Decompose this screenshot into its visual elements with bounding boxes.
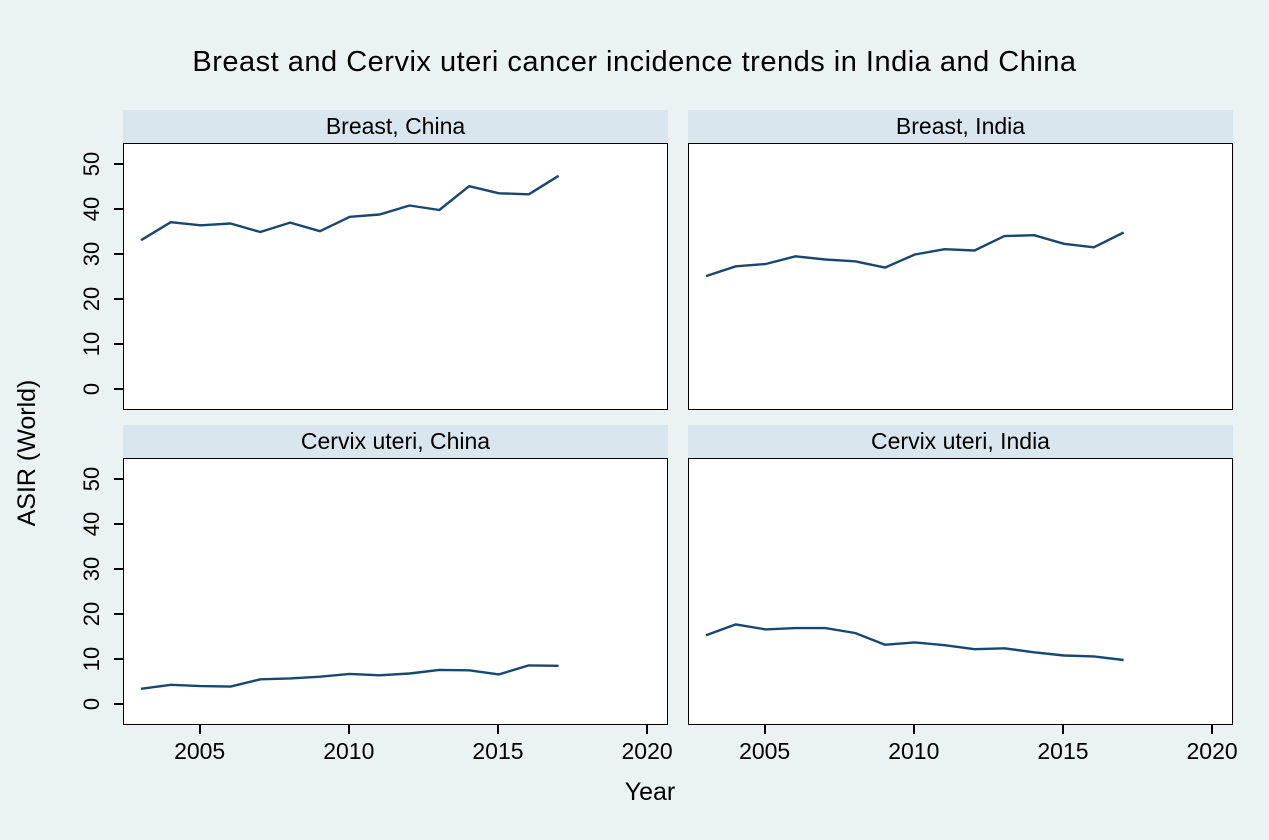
panel-cervix-uteri-india: Cervix uteri, India [688,425,1233,725]
y-tick-mark [114,613,123,615]
x-tick-label: 2015 [1037,738,1089,764]
y-tick-label: 50 [79,151,104,177]
trend-line-svg-cervix-uteri-china [140,664,559,690]
x-tick-label: 2015 [472,738,524,764]
y-tick-mark [114,658,123,660]
y-tick-mark [114,163,123,165]
x-tick-mark [496,725,499,734]
trend-line-svg-breast-india [705,231,1125,278]
x-tick-label: 2005 [174,738,226,764]
chart-title: Breast and Cervix uteri cancer incidence… [192,46,1077,78]
x-tick-label: 2020 [1186,738,1238,764]
panel-title-breast-china: Breast, China [123,110,668,143]
y-axis-label: ASIR (World) [13,379,41,527]
y-tick-mark [114,523,123,525]
plot-area-cervix-uteri-china [123,458,668,725]
trend-line-breast-india [705,231,1125,278]
x-tick-mark [646,725,649,734]
x-tick-label: 2005 [739,738,791,764]
y-tick-label: 50 [79,466,104,492]
trend-line-cervix-uteri-china [140,664,559,690]
y-tick-mark [114,208,123,210]
x-tick-mark [1061,725,1064,734]
x-tick-mark [763,725,766,734]
trend-line-breast-china [140,174,560,242]
x-tick-label: 2020 [621,738,673,764]
y-tick-mark [114,388,123,390]
y-tick-mark [114,568,123,570]
trend-line-svg-breast-china [140,174,560,242]
panel-title-breast-india: Breast, India [688,110,1233,143]
y-tick-mark [114,703,123,705]
y-tick-mark [114,478,123,480]
x-axis-label: Year [624,778,676,806]
x-tick-label: 2010 [888,738,940,764]
trend-line-svg-cervix-uteri-india [705,623,1124,662]
y-tick-mark [114,298,123,300]
x-tick-label: 2010 [323,738,375,764]
plot-area-cervix-uteri-india [688,458,1233,725]
y-tick-mark [114,253,123,255]
panel-title-cervix-uteri-china: Cervix uteri, China [123,425,668,458]
panel-breast-india: Breast, India [688,110,1233,410]
x-tick-mark [347,725,350,734]
plot-area-breast-india [688,143,1233,410]
x-tick-mark [1211,725,1214,734]
plot-area-breast-china [123,143,668,410]
panel-breast-china: Breast, China [123,110,668,410]
x-tick-mark [912,725,915,734]
y-tick-mark [114,343,123,345]
trend-line-cervix-uteri-india [705,623,1124,662]
panel-cervix-uteri-china: Cervix uteri, China [123,425,668,725]
panel-title-cervix-uteri-india: Cervix uteri, India [688,425,1233,458]
x-tick-mark [198,725,201,734]
